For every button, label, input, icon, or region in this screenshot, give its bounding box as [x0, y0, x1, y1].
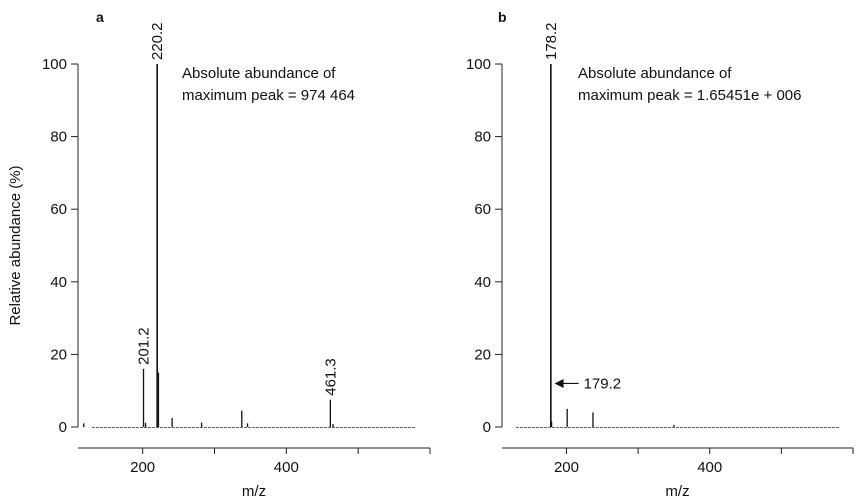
peak-label: 201.2 — [136, 327, 153, 365]
y-tick-label: 40 — [474, 274, 491, 291]
annotation-line: Absolute abundance of — [182, 65, 336, 82]
x-axis-label: m/z — [665, 483, 689, 500]
y-tick-label: 100 — [42, 56, 67, 73]
y-tick-label: 40 — [50, 274, 67, 291]
arrow-head — [554, 378, 564, 388]
peak-label: 178.2 — [543, 22, 560, 60]
chart-panel-a: a 0 20 40 60 80 100 200 400 m/z Relative abundance… — [7, 9, 431, 500]
x-tick-label: 200 — [554, 459, 579, 476]
annotation-line: Absolute abundance of — [578, 65, 732, 82]
y-tick-label: 100 — [466, 56, 491, 73]
panel-label: a — [96, 9, 104, 25]
panel-label: b — [498, 9, 507, 25]
peak-label: 461.3 — [322, 358, 339, 396]
y-tick-label: 0 — [483, 419, 491, 436]
y-tick-label: 20 — [474, 346, 491, 363]
annotation-line: maximum peak = 1.65451e + 006 — [578, 87, 801, 104]
y-tick-label: 60 — [50, 201, 67, 218]
peak-label: 220.2 — [149, 22, 166, 60]
chart-panel-b: b 0 20 40 60 80 100 200 400 m/z 178.2 179.2 Absolute… — [466, 9, 854, 500]
x-tick-label: 400 — [274, 459, 299, 476]
y-tick-label: 60 — [474, 201, 491, 218]
y-tick-label: 80 — [50, 129, 67, 146]
annotation-line: maximum peak = 974 464 — [182, 87, 355, 104]
y-tick-label: 80 — [474, 129, 491, 146]
y-axis-label: Relative abundance (%) — [7, 165, 24, 325]
arrow-label: 179.2 — [584, 375, 622, 392]
y-tick-label: 0 — [59, 419, 67, 436]
x-tick-label: 200 — [130, 459, 155, 476]
x-axis-label: m/z — [242, 483, 266, 500]
y-tick-label: 20 — [50, 346, 67, 363]
x-tick-label: 400 — [697, 459, 722, 476]
